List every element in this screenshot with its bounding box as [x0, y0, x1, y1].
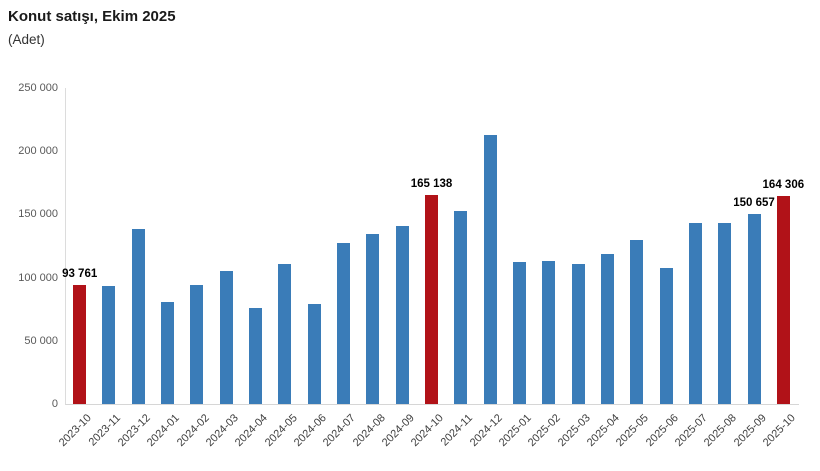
y-tick-label-100000: 100 000	[18, 271, 58, 284]
bar-2024-08	[366, 234, 380, 404]
bar-2024-01	[161, 302, 175, 404]
bar-2025-01	[512, 262, 526, 404]
bar-2025-09	[747, 213, 761, 404]
bar-2025-05	[630, 239, 644, 404]
bar-2024-06	[307, 303, 321, 404]
y-tick-label-200000: 200 000	[18, 145, 58, 158]
chart-unit-label: (Adet)	[8, 32, 45, 47]
y-tick-label-250000: 250 000	[18, 82, 58, 94]
bar-2024-02	[190, 285, 204, 404]
bar-2025-08	[718, 222, 732, 404]
value-label-2024-10: 165 138	[410, 178, 453, 191]
bar-2024-04	[249, 308, 263, 404]
bar-2024-12	[483, 135, 497, 404]
bar-2023-10	[73, 285, 87, 404]
bar-2025-06	[659, 267, 673, 404]
bar-2024-11	[454, 210, 468, 404]
value-label-2025-09: 150 657	[733, 196, 775, 209]
bar-2023-11	[102, 285, 116, 404]
y-tick-label-0: 0	[51, 398, 58, 410]
bar-2025-04	[600, 254, 614, 404]
x-tick-label-2023-10: 2023-10	[57, 412, 95, 450]
y-tick-label-50000: 50 000	[24, 334, 58, 347]
bar-2024-09	[395, 225, 409, 404]
bar-2024-03	[219, 270, 233, 404]
bar-2024-05	[278, 264, 292, 404]
bar-2025-03	[571, 263, 585, 404]
bar-2025-07	[688, 223, 702, 404]
bar-2023-12	[131, 228, 145, 404]
bar-2025-10	[776, 196, 790, 404]
bar-2024-07	[337, 243, 351, 404]
value-label-2025-10: 164 306	[762, 179, 805, 192]
y-tick-label-150000: 150 000	[18, 208, 58, 221]
bar-2024-10	[425, 195, 438, 404]
value-label-2023-10: 93 761	[62, 268, 98, 281]
chart-title: Konut satışı, Ekim 2025	[8, 8, 176, 25]
bar-2025-02	[542, 261, 556, 404]
